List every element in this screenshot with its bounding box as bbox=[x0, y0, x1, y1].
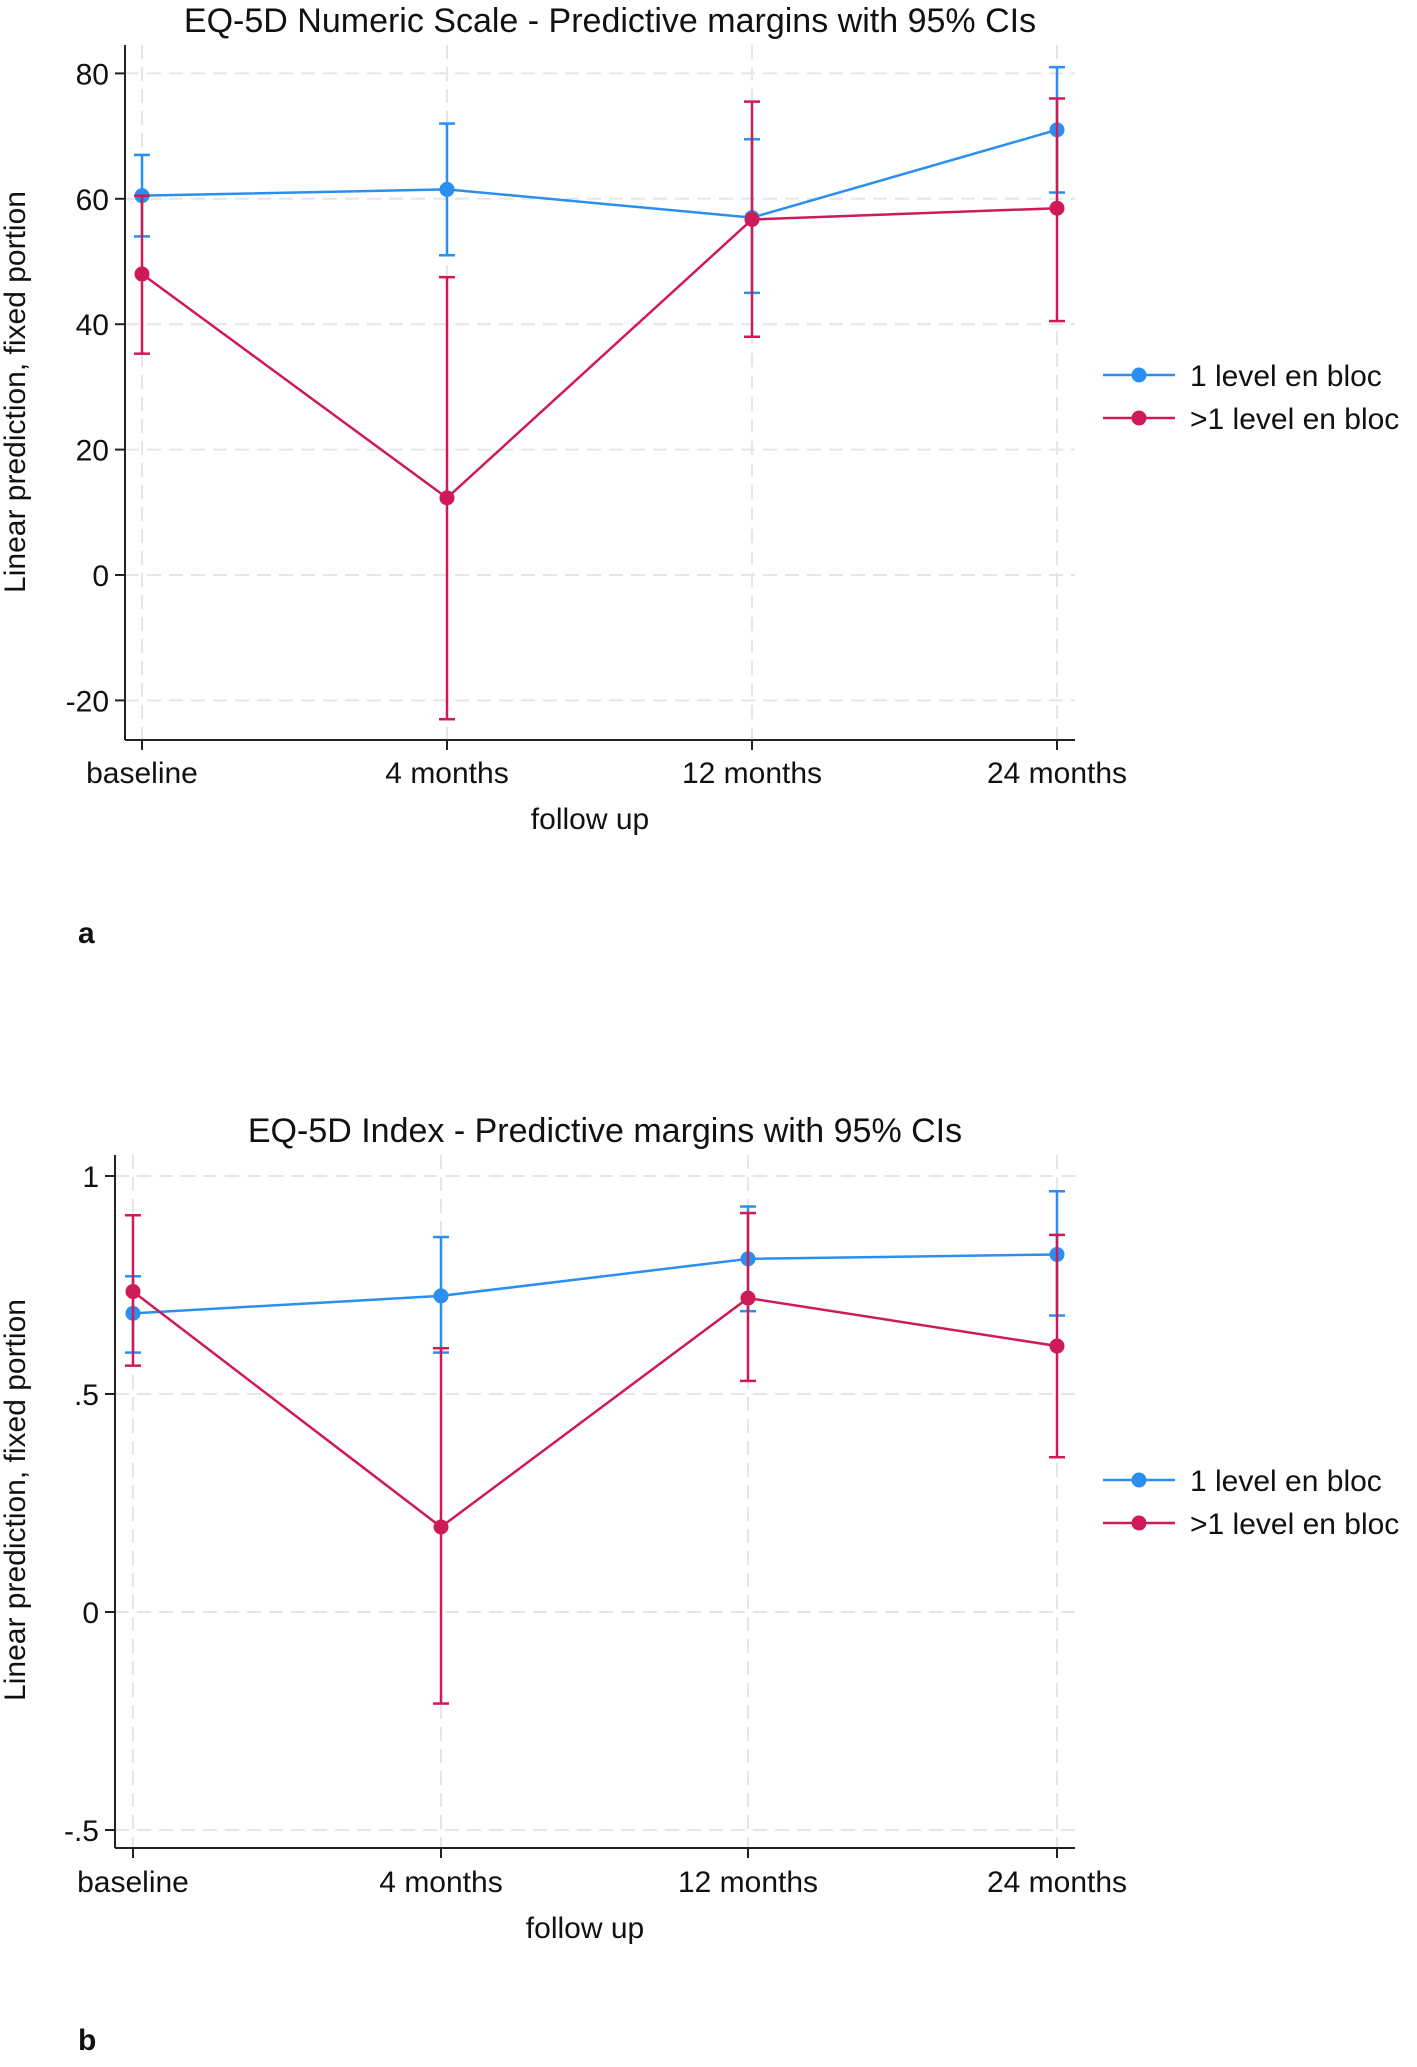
chart-title: EQ-5D Numeric Scale - Predictive margins… bbox=[184, 2, 1036, 40]
data-point bbox=[1049, 200, 1065, 216]
x-tick-label: 12 months bbox=[678, 1866, 818, 1899]
x-tick-label: 4 months bbox=[385, 757, 508, 790]
panel-label: a bbox=[78, 917, 95, 950]
y-tick-label: 0 bbox=[92, 560, 109, 593]
y-tick-label: 40 bbox=[76, 309, 109, 342]
x-tick-label: 24 months bbox=[987, 1866, 1127, 1899]
y-tick-label: 60 bbox=[76, 184, 109, 217]
series-one-level bbox=[134, 65, 1065, 295]
x-tick-label: baseline bbox=[77, 1866, 189, 1899]
series-line bbox=[132, 1253, 1058, 1315]
legend-marker bbox=[1131, 367, 1147, 383]
series-one-level bbox=[125, 1190, 1065, 1354]
series-multi-level bbox=[134, 97, 1065, 721]
legend-marker bbox=[1131, 1472, 1147, 1488]
x-axis-title: follow up bbox=[531, 803, 649, 836]
legend-label: >1 level en bloc bbox=[1190, 1508, 1399, 1541]
data-point bbox=[740, 1290, 756, 1306]
y-tick-label: -.5 bbox=[64, 1815, 99, 1848]
chart-title: EQ-5D Index - Predictive margins with 95… bbox=[248, 1112, 962, 1150]
y-tick-label: 80 bbox=[76, 58, 109, 91]
chart-panel-a: EQ-5D Numeric Scale - Predictive margins… bbox=[0, 2, 1399, 950]
data-point bbox=[134, 266, 150, 282]
data-point bbox=[433, 1288, 449, 1304]
y-tick-label: -20 bbox=[66, 685, 109, 718]
data-point bbox=[439, 181, 455, 197]
legend-marker bbox=[1131, 1515, 1147, 1531]
data-point bbox=[1049, 1338, 1065, 1354]
y-tick-label: 0 bbox=[82, 1597, 99, 1630]
chart-panel-b: EQ-5D Index - Predictive margins with 95… bbox=[0, 1112, 1399, 2057]
x-tick-label: 4 months bbox=[379, 1866, 502, 1899]
y-tick-label: 1 bbox=[82, 1161, 99, 1194]
x-axis-title: follow up bbox=[526, 1912, 644, 1945]
x-tick-label: 12 months bbox=[682, 757, 822, 790]
data-point bbox=[439, 490, 455, 506]
x-tick-label: 24 months bbox=[987, 757, 1127, 790]
series-multi-level bbox=[125, 1211, 1065, 1705]
y-axis-title: Linear prediction, fixed portion bbox=[0, 1299, 32, 1701]
data-point bbox=[433, 1519, 449, 1535]
legend-label: >1 level en bloc bbox=[1190, 403, 1399, 436]
legend-marker bbox=[1131, 410, 1147, 426]
series-line bbox=[141, 206, 1058, 500]
legend-label: 1 level en bloc bbox=[1190, 360, 1382, 393]
panel-label: b bbox=[78, 2024, 96, 2057]
y-tick-label: .5 bbox=[74, 1379, 99, 1412]
data-point bbox=[744, 211, 760, 227]
series-line bbox=[132, 1290, 1058, 1529]
legend: 1 level en bloc >1 level en bloc bbox=[1103, 1465, 1399, 1541]
y-tick-label: 20 bbox=[76, 435, 109, 468]
legend: 1 level en bloc >1 level en bloc bbox=[1103, 360, 1399, 436]
legend-label: 1 level en bloc bbox=[1190, 1465, 1382, 1498]
data-point bbox=[125, 1284, 141, 1300]
y-axis-title: Linear prediction, fixed portion bbox=[0, 191, 32, 593]
series-line bbox=[141, 128, 1058, 219]
x-tick-label: baseline bbox=[86, 757, 198, 790]
